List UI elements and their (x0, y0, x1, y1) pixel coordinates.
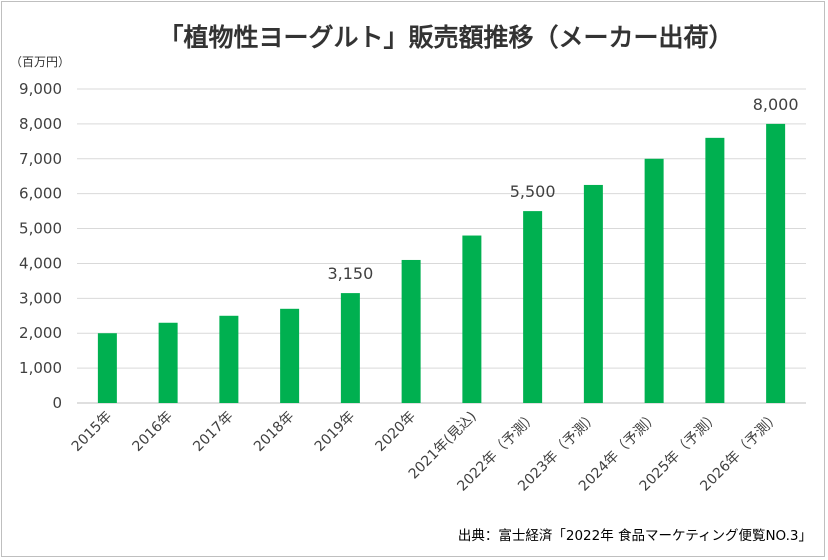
unit-label: （百万円） (10, 55, 70, 69)
data-labels: 3,150 5,500 8,000 (327, 95, 798, 283)
bar-8 (523, 211, 543, 403)
x-tick-label: 2020年 (373, 409, 419, 455)
y-tick-label: 7,000 (19, 150, 62, 168)
x-tick-label: 2018年 (251, 409, 297, 455)
y-tick-label: 4,000 (19, 254, 62, 272)
data-label: 8,000 (753, 95, 799, 114)
bar-10 (644, 158, 664, 403)
bar-9 (583, 184, 603, 403)
x-axis-ticks: 2015年 2016年 2017年 2018年 2019年 2020年2021年(見込)2… (69, 409, 784, 495)
y-axis-ticks: 0 1,000 2,000 3,000 4,000 5,000 6,000 7,000 8,00… (19, 80, 62, 412)
y-tick-label: 0 (52, 394, 62, 412)
bar-12 (766, 123, 786, 403)
y-tick-label: 1,000 (19, 359, 62, 377)
y-tick-label: 8,000 (19, 115, 62, 133)
bars (97, 123, 786, 403)
y-tick-label: 9,000 (19, 80, 62, 98)
y-tick-label: 6,000 (19, 185, 62, 203)
bar-11 (705, 137, 725, 403)
x-tick-label: 2019年 (312, 409, 358, 455)
x-tick-label: 2015年 (69, 409, 115, 455)
x-tick-label: 2016年 (130, 409, 176, 455)
y-tick-label: 5,000 (19, 220, 62, 238)
bar-7 (462, 235, 482, 403)
chart-title: 「植物性ヨーグルト」販売額推移（メーカー出荷） (158, 23, 733, 52)
x-tick-label: 2017年 (190, 409, 236, 455)
source-note: 出典：富士経済「2022年 食品マーケティング便覧NO.3」 (458, 527, 812, 544)
y-tick-label: 3,000 (19, 289, 62, 307)
bar-6 (401, 259, 421, 403)
gridlines (77, 88, 806, 404)
data-label: 3,150 (327, 264, 373, 283)
bar-4 (280, 308, 300, 403)
bar-5 (340, 293, 360, 403)
data-label: 5,500 (510, 182, 556, 201)
bar-1 (97, 333, 117, 403)
bar-2 (158, 322, 178, 403)
y-tick-label: 2,000 (19, 324, 62, 342)
bar-3 (219, 315, 239, 403)
